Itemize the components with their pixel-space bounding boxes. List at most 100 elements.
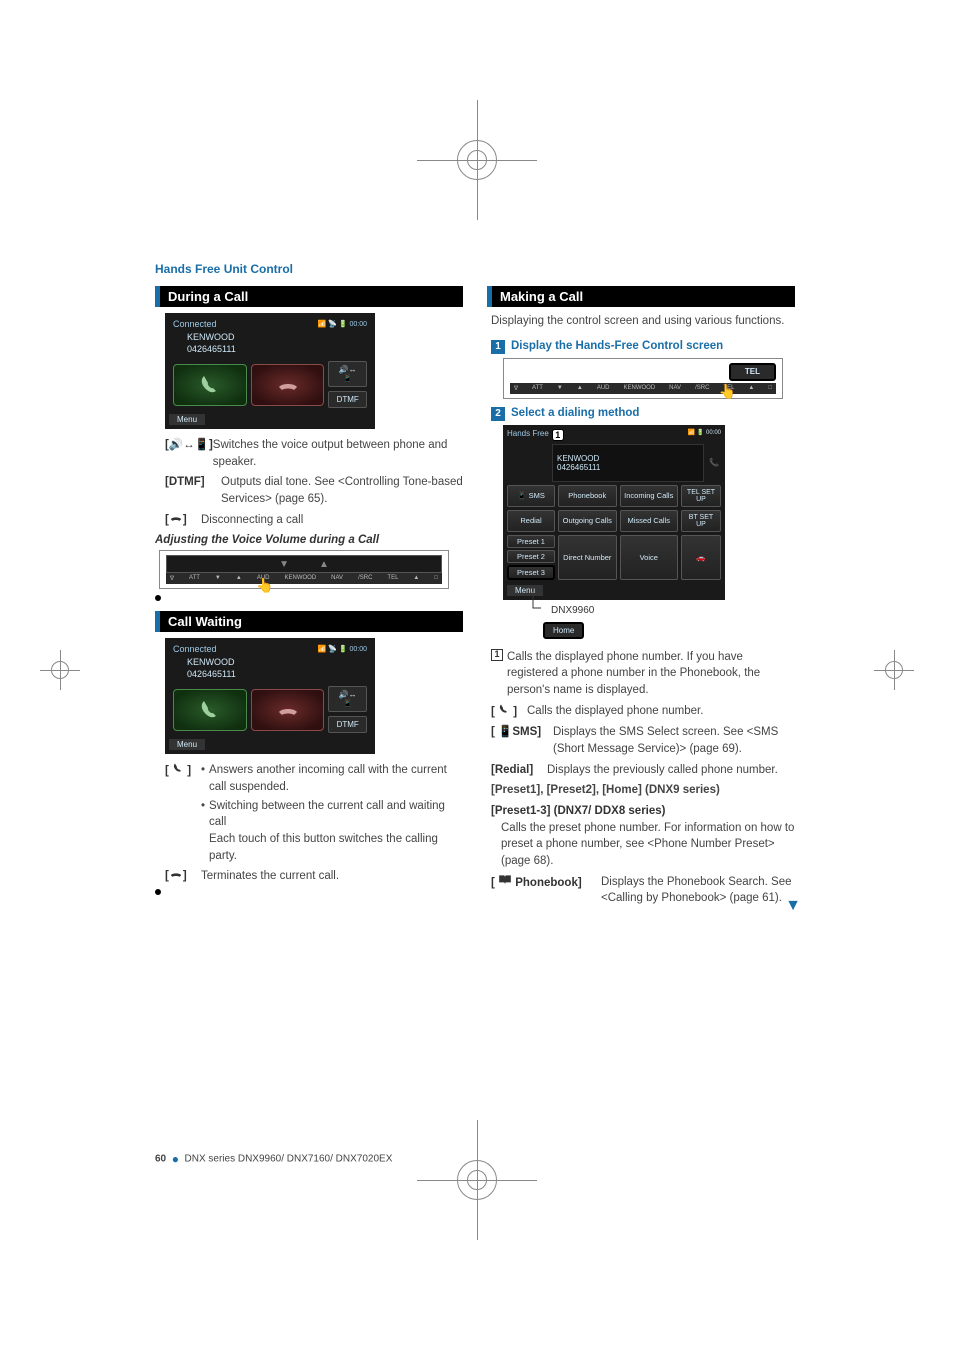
incoming-calls-button[interactable]: Incoming Calls (620, 485, 679, 507)
status-label: Connected (173, 644, 217, 654)
page-header: Hands Free Unit Control (155, 262, 795, 276)
call-desc: Calls the displayed phone number. (527, 703, 795, 721)
switch-output-button[interactable]: 🔊↔📱 (328, 361, 367, 387)
switch-desc: Switches the voice output between phone … (213, 437, 463, 470)
left-column: During a Call Connected 📶 📡 🔋 00:00 KENW… (155, 286, 463, 911)
caller-number: 0426465111 (169, 343, 371, 355)
preset9-key: [Preset1], [Preset2], [Home] (DNX9 serie… (491, 782, 795, 799)
menu-tab[interactable]: Menu (169, 414, 205, 425)
call-waiting-desc: [ ] •Answers another incoming call with … (165, 762, 463, 885)
cursor-icon: 👆 (719, 383, 736, 400)
redial-button[interactable]: Redial (507, 510, 555, 532)
step-2: 2 Select a dialing method (491, 407, 795, 421)
page-number: 60 (155, 1154, 166, 1165)
section-end-dot (155, 889, 161, 895)
making-call-desc: 1 Calls the displayed phone number. If y… (491, 649, 795, 907)
tel-button[interactable]: TEL (729, 363, 776, 381)
volume-caption: Adjusting the Voice Volume during a Call (155, 534, 463, 546)
car-button[interactable]: 🚗 (681, 535, 721, 580)
hangup-icon-key: [] (165, 868, 201, 885)
phonebook-desc: Displays the Phonebook Search. See <Call… (601, 874, 795, 907)
step-1: 1 Display the Hands-Free Control screen (491, 340, 795, 354)
section-during-call: During a Call (155, 286, 463, 307)
preset78-key: [Preset1-3] (DNX7/ DDX8 series) (491, 803, 795, 820)
phonebook-key: [ Phonebook] (491, 874, 601, 907)
step-2-label: Select a dialing method (511, 407, 639, 419)
caller-number: 0426465111 (169, 668, 371, 680)
cursor-icon: 👆 (256, 577, 273, 594)
answer-button[interactable] (173, 364, 247, 406)
section-call-waiting: Call Waiting (155, 611, 463, 632)
voice-button[interactable]: Voice (620, 535, 679, 580)
volume-panel: ▼▲ ∇ATT▼▲AUDKENWOODNAV/SRCTEL▲□ 👆 (159, 550, 449, 589)
outgoing-calls-button[interactable]: Outgoing Calls (558, 510, 617, 532)
dtmf-button[interactable]: DTMF (328, 391, 367, 408)
redial-key: [Redial] (491, 762, 547, 779)
call-waiting-screenshot: Connected 📶 📡 🔋 00:00 KENWOOD 0426465111… (165, 638, 375, 754)
page-footer: 60 ● DNX series DNX9960/ DNX7160/ DNX702… (155, 1152, 392, 1166)
call-icon-key: [ ] (491, 703, 527, 721)
registration-mark-bottom (417, 1120, 537, 1240)
caller-name: KENWOOD (169, 656, 371, 668)
tel-panel: TEL ∇ATT▼▲AUDKENWOODNAV/SRCTEL▲□ 👆 (503, 358, 783, 399)
bt-setup-button[interactable]: BT SET UP (681, 510, 721, 532)
home-button[interactable]: Home (543, 622, 584, 639)
step-1-label: Display the Hands-Free Control screen (511, 340, 723, 352)
dnx9960-label: DNX9960 (543, 603, 602, 618)
dnx9960-callout: DNX9960 Home (541, 600, 795, 641)
status-icons: 📶 📡 🔋 00:00 (318, 645, 368, 653)
caller-name: KENWOOD (169, 331, 371, 343)
phonebook-button[interactable]: Phonebook (558, 485, 617, 507)
switch-icon-key: [🔊↔📱] (165, 437, 213, 470)
hangup-button[interactable] (251, 364, 325, 406)
hf-info-panel: KENWOOD 0426465111 (552, 444, 704, 482)
preset1-button[interactable]: Preset 1 (507, 535, 555, 548)
cw-item-1: Answers another incoming call with the c… (209, 762, 463, 795)
sms-key: [ 📱SMS] (491, 724, 553, 757)
hf-name: KENWOOD (557, 454, 699, 463)
dtmf-desc: Outputs dial tone. See <Controlling Tone… (221, 474, 463, 507)
callout-1-marker: 1 (552, 429, 564, 441)
right-column: Making a Call Displaying the control scr… (487, 286, 795, 911)
footer-series: DNX series DNX9960/ DNX7160/ DNX7020EX (185, 1154, 393, 1165)
during-call-screenshot: Connected 📶 📡 🔋 00:00 KENWOOD 0426465111… (165, 313, 375, 429)
side-target-right (874, 650, 914, 690)
sms-button[interactable]: 📱 SMS (507, 485, 555, 507)
hf-title: Hands Free (507, 429, 549, 441)
cw-item-2: Switching between the current call and w… (209, 798, 463, 865)
callout-1-text: Calls the displayed phone number. If you… (507, 649, 795, 699)
step-2-num: 2 (491, 407, 505, 421)
section-making-call: Making a Call (487, 286, 795, 307)
preset2-button[interactable]: Preset 2 (507, 550, 555, 563)
direct-number-button[interactable]: Direct Number (558, 535, 617, 580)
hangup-desc: Disconnecting a call (201, 512, 463, 529)
dtmf-key: [DTMF] (165, 474, 221, 507)
continue-arrow-icon: ▼ (785, 897, 801, 915)
status-icons: 📶 📡 🔋 00:00 (318, 320, 368, 328)
hangup-icon-key: [] (165, 512, 201, 529)
sms-desc: Displays the SMS Select screen. See <SMS… (553, 724, 795, 757)
during-call-desc: [🔊↔📱] Switches the voice output between … (165, 437, 463, 528)
preset-desc: Calls the preset phone number. For infor… (501, 820, 795, 870)
side-target-left (40, 650, 80, 690)
preset3-button[interactable]: Preset 3 (507, 565, 555, 580)
handsfree-screenshot: Hands Free 1 📶 🔋 00:00 KENWOOD 042646511… (503, 425, 725, 600)
hangup-button[interactable] (251, 689, 325, 731)
page-content: Hands Free Unit Control During a Call Co… (155, 262, 795, 911)
making-call-intro: Displaying the control screen and using … (491, 313, 795, 330)
hf-number: 0426465111 (557, 463, 699, 472)
missed-calls-button[interactable]: Missed Calls (620, 510, 679, 532)
status-label: Connected (173, 319, 217, 329)
registration-mark-top (417, 100, 537, 220)
cw-terminate: Terminates the current call. (201, 868, 463, 885)
callout-1: 1 (491, 649, 503, 661)
step-1-num: 1 (491, 340, 505, 354)
menu-tab[interactable]: Menu (169, 739, 205, 750)
answer-icon-key: [ ] (165, 762, 201, 864)
section-end-dot (155, 595, 161, 601)
redial-desc: Displays the previously called phone num… (547, 762, 795, 779)
answer-button[interactable] (173, 689, 247, 731)
tel-setup-button[interactable]: TEL SET UP (681, 485, 721, 507)
dtmf-button[interactable]: DTMF (328, 716, 367, 733)
switch-output-button[interactable]: 🔊↔📱 (328, 686, 367, 712)
